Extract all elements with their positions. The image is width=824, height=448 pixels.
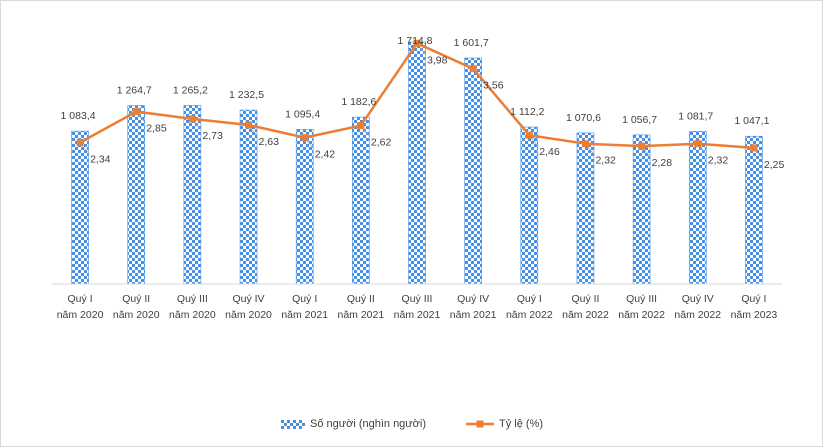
- x-tick-label-year: năm 2020: [225, 309, 272, 321]
- line-value-label: 3,98: [427, 54, 448, 66]
- x-tick-label-year: năm 2022: [506, 309, 553, 321]
- x-tick-label-quarter: Quý IV: [232, 293, 264, 305]
- bar-value-label: 1 601,7: [454, 37, 489, 49]
- line-point: [245, 121, 253, 129]
- bar: [183, 105, 202, 285]
- line-value-label: 2,62: [371, 137, 392, 149]
- bar: [408, 41, 426, 285]
- bar: [745, 135, 763, 285]
- x-tick-label-year: năm 2020: [169, 309, 216, 321]
- x-tick-label-quarter: Quý I: [741, 293, 766, 305]
- x-tick-label-year: năm 2022: [618, 309, 665, 321]
- x-tick-label-quarter: Quý I: [517, 293, 542, 305]
- x-tick-label-quarter: Quý IV: [682, 293, 714, 305]
- line-value-label: 2,28: [652, 157, 673, 169]
- line-point: [581, 140, 589, 148]
- x-tick-label-quarter: Quý III: [402, 293, 433, 305]
- line-point: [188, 115, 196, 123]
- x-tick-label-year: năm 2020: [57, 309, 104, 321]
- bar-value-label: 1 083,4: [61, 110, 96, 122]
- bar: [576, 132, 595, 285]
- line-point: [357, 122, 365, 130]
- bar: [71, 130, 89, 285]
- line-label-leader: [362, 128, 371, 137]
- bar: [239, 109, 258, 285]
- line-point: [638, 142, 646, 150]
- line-label-leader: [137, 114, 146, 123]
- bar-value-label: 1 081,7: [678, 110, 713, 122]
- line-label-leader: [81, 145, 90, 154]
- legend-label-bars: Số người (nghìn người): [310, 418, 426, 430]
- x-tick-label-quarter: Quý II: [122, 293, 150, 305]
- line-label-leader: [643, 148, 651, 158]
- x-tick-label-year: năm 2021: [450, 309, 497, 321]
- line-value-label: 2,85: [146, 123, 167, 135]
- bar-value-label: 1 056,7: [622, 114, 657, 126]
- line-label-leader: [531, 137, 539, 147]
- line-point: [750, 144, 758, 152]
- x-tick-label-quarter: Quý III: [177, 293, 208, 305]
- legend-label-line: Tỷ lệ (%): [499, 418, 543, 430]
- line-label-leader: [418, 46, 427, 55]
- x-tick-label-year: năm 2021: [281, 309, 328, 321]
- line-point: [469, 65, 477, 73]
- x-tick-label-year: năm 2021: [337, 309, 384, 321]
- x-tick-label-year: năm 2020: [113, 309, 160, 321]
- x-tick-label-quarter: Quý IV: [457, 293, 489, 305]
- line-value-label: 2,73: [202, 130, 223, 142]
- x-tick-label-year: năm 2021: [394, 309, 441, 321]
- bar: [464, 57, 482, 285]
- bar: [520, 126, 539, 285]
- bar-value-label: 1 182,6: [341, 96, 376, 108]
- x-tick-label-quarter: Quý I: [292, 293, 317, 305]
- line-label-leader: [587, 146, 595, 155]
- legend-checker-swatch-icon: [281, 419, 305, 429]
- bar-value-label: 1 714,8: [397, 35, 432, 47]
- bar: [632, 134, 651, 285]
- legend-item-line[interactable]: Tỷ lệ (%): [466, 418, 543, 430]
- bar: [295, 129, 314, 285]
- line-value-label: 2,63: [259, 136, 280, 148]
- x-tick-label-year: năm 2023: [731, 309, 778, 321]
- line-point: [525, 131, 533, 139]
- bar-value-label: 1 264,7: [117, 85, 152, 97]
- line-point: [694, 140, 702, 148]
- line-label-leader: [755, 150, 764, 160]
- bar-value-label: 1 047,1: [734, 115, 769, 127]
- line-point: [132, 108, 140, 116]
- bar-value-label: 1 232,5: [229, 89, 264, 101]
- line-point: [301, 134, 309, 142]
- line-value-label: 2,42: [315, 149, 336, 161]
- x-tick-label-quarter: Quý II: [571, 293, 599, 305]
- line-value-label: 2,32: [595, 155, 616, 167]
- bar-value-label: 1 265,2: [173, 84, 208, 96]
- x-tick-label-year: năm 2022: [674, 309, 721, 321]
- x-tick-label-quarter: Quý II: [347, 293, 375, 305]
- line-value-label: 2,46: [539, 146, 560, 158]
- legend-line-marker-icon: [466, 420, 494, 428]
- line-value-label: 2,25: [764, 159, 785, 171]
- x-tick-label-quarter: Quý I: [68, 293, 93, 305]
- x-tick-label-quarter: Quý III: [626, 293, 657, 305]
- line-label-leader: [250, 127, 258, 137]
- line-point: [76, 138, 84, 146]
- bar-value-label: 1 070,6: [566, 112, 601, 124]
- bar-value-label: 1 095,4: [285, 108, 320, 120]
- x-tick-label-year: năm 2022: [562, 309, 609, 321]
- line-value-label: 2,34: [90, 153, 111, 165]
- legend: Số người (nghìn người) Tỷ lệ (%): [0, 418, 824, 430]
- line-value-label: 3,56: [483, 80, 504, 92]
- bar-value-label: 1 112,2: [510, 106, 544, 118]
- line-label-leader: [306, 140, 314, 149]
- bar: [352, 116, 370, 285]
- line-label-leader: [194, 121, 202, 131]
- line-label-leader: [699, 146, 708, 155]
- line-point: [413, 39, 421, 47]
- bar: [127, 105, 146, 285]
- legend-item-bars[interactable]: Số người (nghìn người): [281, 418, 426, 430]
- bar: [688, 131, 707, 285]
- line-value-label: 2,32: [708, 155, 729, 167]
